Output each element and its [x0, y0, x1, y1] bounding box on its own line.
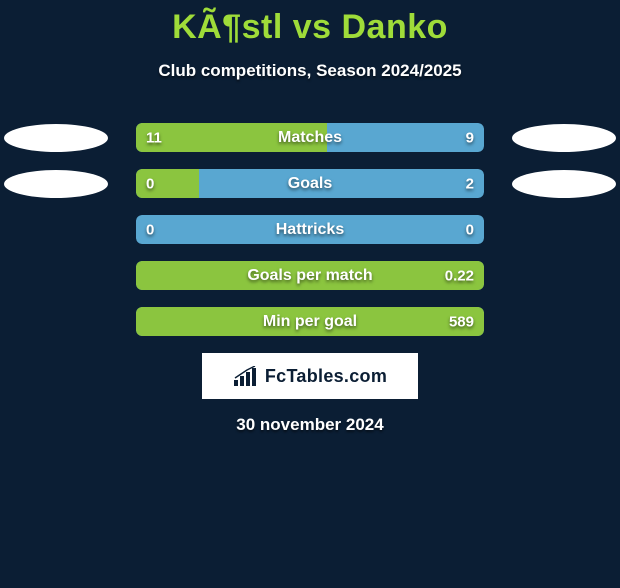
- oval-placeholder: [4, 216, 108, 244]
- stat-row: Goals per match 0.22: [0, 261, 620, 290]
- oval-placeholder: [512, 216, 616, 244]
- stat-bar-min-per-goal: Min per goal 589: [136, 307, 484, 336]
- oval-placeholder: [512, 308, 616, 336]
- bar-fill: [136, 307, 484, 336]
- player-left-oval: [4, 124, 108, 152]
- logo-box: FcTables.com: [202, 353, 418, 399]
- stat-row: 11 Matches 9: [0, 123, 620, 152]
- stat-row: 0 Hattricks 0: [0, 215, 620, 244]
- bar-fill: [136, 169, 199, 198]
- page-title: KÃ¶stl vs Danko: [0, 8, 620, 47]
- stats-area: 11 Matches 9 0 Goals 2 0 Hattricks 0: [0, 123, 620, 336]
- stat-bar-hattricks: 0 Hattricks 0: [136, 215, 484, 244]
- stat-row: Min per goal 589: [0, 307, 620, 336]
- oval-placeholder: [4, 262, 108, 290]
- bar-bg: [136, 215, 484, 244]
- stat-row: 0 Goals 2: [0, 169, 620, 198]
- stat-bar-matches: 11 Matches 9: [136, 123, 484, 152]
- bar-fill: [136, 261, 484, 290]
- date-line: 30 november 2024: [0, 415, 620, 435]
- player-left-oval: [4, 170, 108, 198]
- stat-bar-goals: 0 Goals 2: [136, 169, 484, 198]
- logo-text: FcTables.com: [265, 366, 387, 387]
- bar-fill: [136, 123, 327, 152]
- bar-chart-icon: [233, 366, 259, 386]
- oval-placeholder: [4, 308, 108, 336]
- subtitle: Club competitions, Season 2024/2025: [0, 61, 620, 81]
- player-right-oval: [512, 170, 616, 198]
- stat-bar-goals-per-match: Goals per match 0.22: [136, 261, 484, 290]
- player-right-oval: [512, 124, 616, 152]
- oval-placeholder: [512, 262, 616, 290]
